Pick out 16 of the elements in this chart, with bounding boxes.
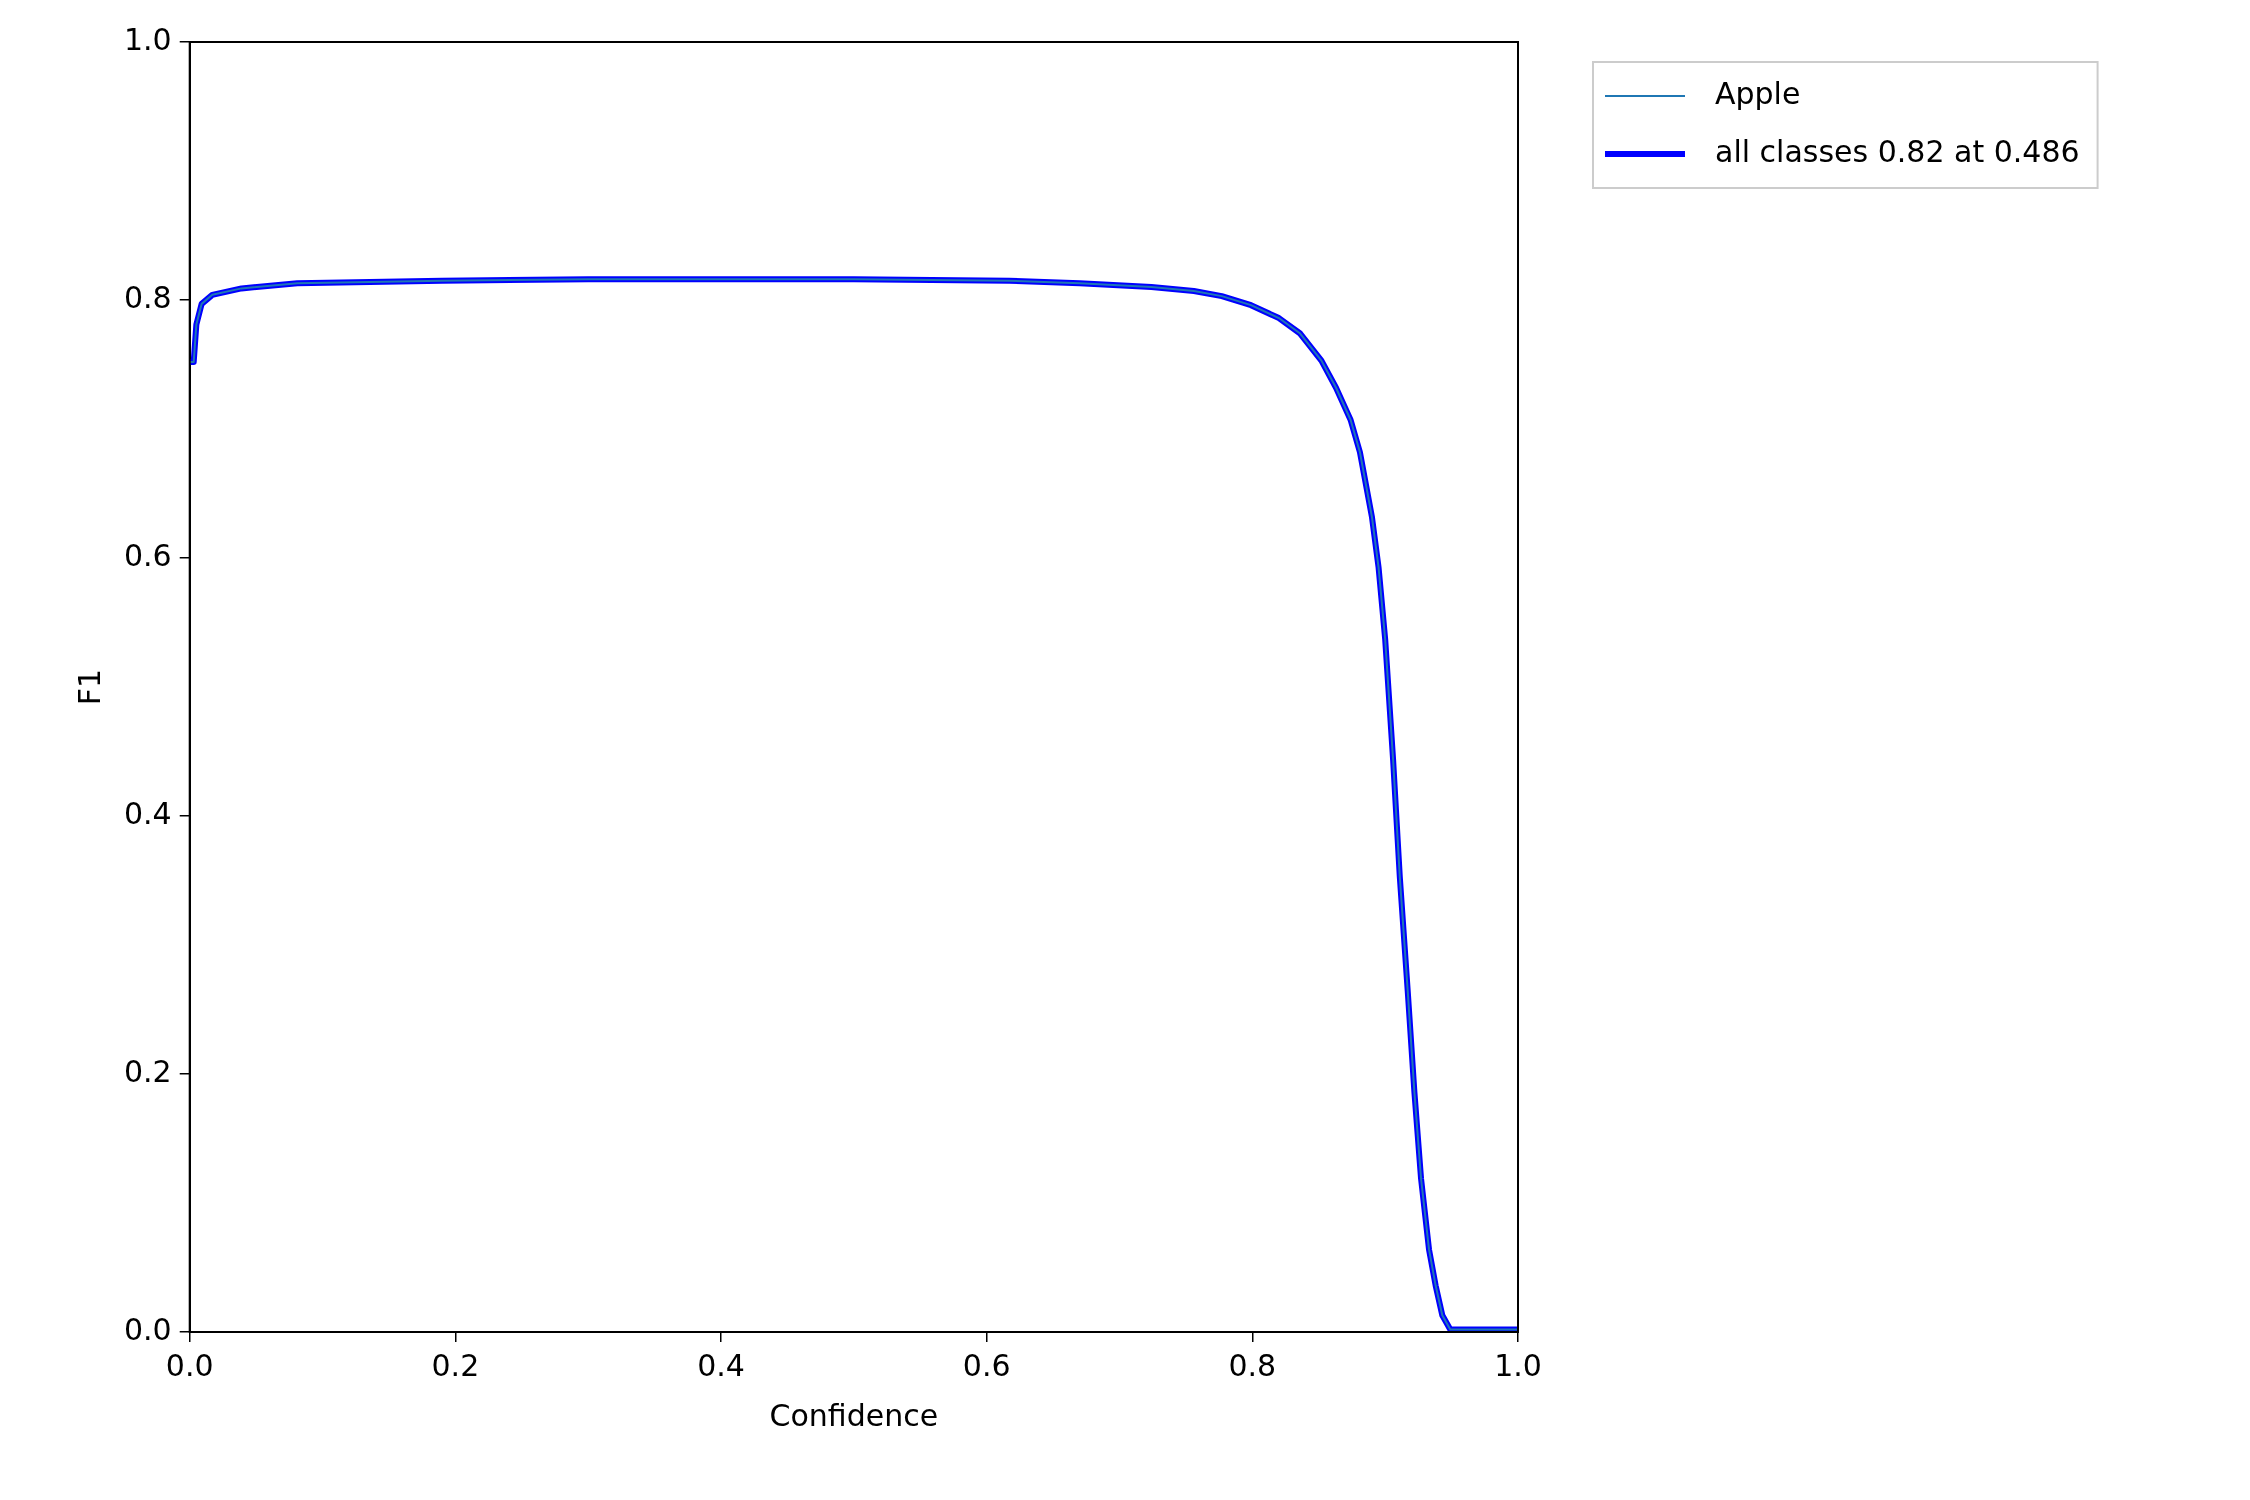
y-tick-label: 0.4 (123, 795, 172, 831)
x-tick-label: 0.8 (1228, 1347, 1277, 1383)
y-tick-label: 0.8 (123, 279, 172, 315)
x-tick-label: 0.4 (697, 1347, 745, 1383)
y-tick-label: 0.2 (123, 1053, 172, 1089)
x-tick-label: 0.6 (962, 1347, 1011, 1383)
x-tick-label: 0.0 (165, 1347, 214, 1383)
legend-label: Apple (1715, 75, 1801, 111)
x-tick-label: 0.2 (431, 1347, 480, 1383)
legend-label: all classes 0.82 at 0.486 (1715, 133, 2080, 169)
y-axis-title: F1 (71, 668, 107, 706)
x-tick-label: 1.0 (1494, 1347, 1542, 1383)
y-tick-label: 0.0 (123, 1311, 172, 1347)
y-tick-label: 0.6 (123, 537, 172, 573)
y-tick-label: 1.0 (123, 21, 172, 57)
x-axis-title: Confidence (769, 1397, 939, 1433)
